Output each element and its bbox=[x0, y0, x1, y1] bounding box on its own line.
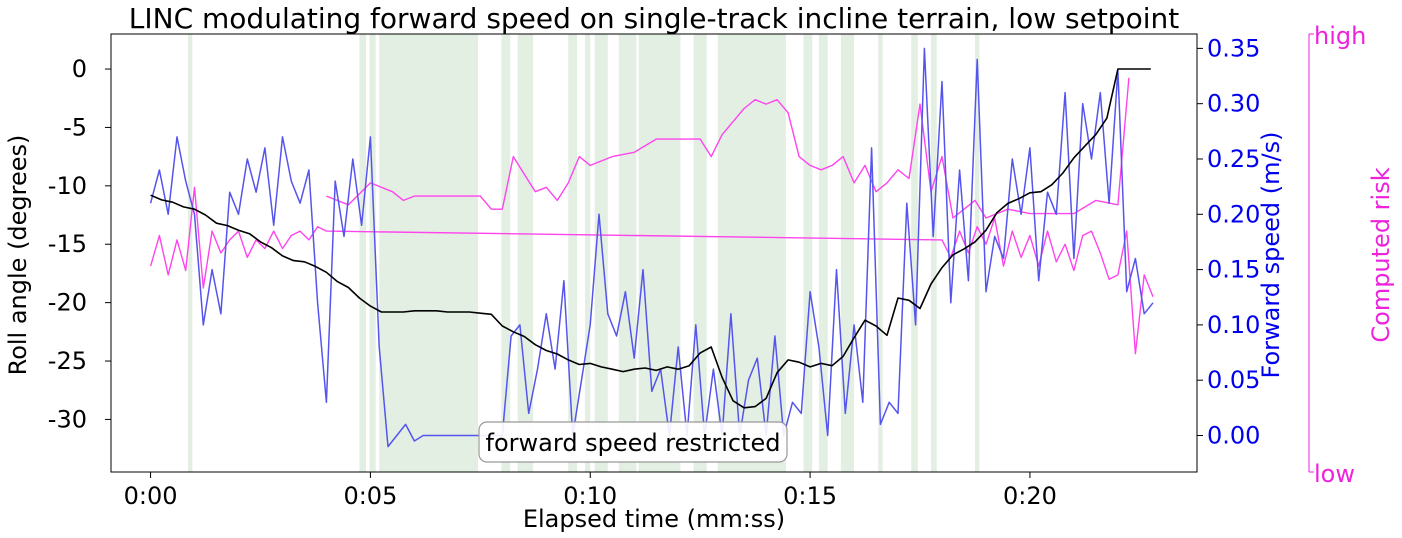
y-right-tick-label-0: 0.00 bbox=[1207, 422, 1260, 450]
risk-label-low: low bbox=[1314, 460, 1355, 488]
restricted-interval-8 bbox=[594, 34, 608, 472]
y-left-tick-label-5: -25 bbox=[48, 347, 87, 375]
y-right-tick-label-3: 0.15 bbox=[1207, 256, 1260, 284]
risk-axis-label: Computed risk bbox=[1367, 167, 1395, 342]
x-tick-label-1: 0:05 bbox=[343, 482, 397, 510]
restricted-interval-14 bbox=[818, 34, 828, 472]
series-lines bbox=[149, 47, 1154, 448]
x-axis-label: Elapsed time (mm:ss) bbox=[523, 505, 785, 533]
y-left-tick-label-6: -30 bbox=[48, 405, 87, 433]
y-axis-left: 0 -5 -10 -15 -20 -25 -30 bbox=[48, 55, 111, 433]
restricted-interval-7 bbox=[584, 34, 591, 472]
restricted-interval-5 bbox=[517, 34, 534, 472]
series-line-1 bbox=[149, 47, 1154, 448]
restricted-intervals bbox=[187, 34, 980, 472]
restricted-interval-9 bbox=[618, 34, 637, 472]
chart-title: LINC modulating forward speed on single-… bbox=[129, 2, 1179, 35]
y-right-tick-label-1: 0.05 bbox=[1207, 366, 1260, 394]
restricted-interval-19 bbox=[974, 34, 980, 472]
series-line-0 bbox=[150, 68, 1151, 409]
restricted-interval-1 bbox=[359, 34, 367, 472]
y-right-tick-label-6: 0.30 bbox=[1207, 90, 1260, 118]
restricted-interval-18 bbox=[930, 34, 937, 472]
annotation-box: forward speed restricted bbox=[478, 421, 788, 463]
restricted-interval-16 bbox=[878, 34, 883, 472]
restricted-interval-13 bbox=[803, 34, 813, 472]
restricted-interval-4 bbox=[501, 34, 511, 472]
x-tick-label-4: 0:20 bbox=[1003, 482, 1057, 510]
restricted-interval-11 bbox=[693, 34, 707, 472]
y-left-tick-label-1: -5 bbox=[63, 113, 87, 141]
restricted-interval-6 bbox=[568, 34, 578, 472]
y-right-tick-label-5: 0.25 bbox=[1207, 145, 1260, 173]
x-axis: 0:00 0:05 0:10 0:15 0:20 bbox=[124, 472, 1057, 510]
y-left-tick-label-0: 0 bbox=[72, 55, 87, 83]
y-left-tick-label-2: -10 bbox=[48, 172, 87, 200]
annotation-background bbox=[478, 421, 788, 463]
restricted-interval-2 bbox=[369, 34, 376, 472]
x-tick-label-2: 0:10 bbox=[563, 482, 617, 510]
restricted-interval-15 bbox=[840, 34, 855, 472]
annotation-text: forward speed restricted bbox=[486, 429, 781, 457]
restricted-interval-0 bbox=[187, 34, 193, 472]
risk-axis: high low bbox=[1308, 22, 1366, 488]
y-left-tick-label-3: -15 bbox=[48, 230, 87, 258]
y-axis-right-label: Forward speed (m/s) bbox=[1257, 132, 1285, 379]
restricted-interval-12 bbox=[717, 34, 786, 472]
restricted-interval-3 bbox=[379, 34, 479, 472]
y-axis-right: 0.00 0.05 0.10 0.15 0.20 0.25 0.30 0.35 bbox=[1197, 34, 1260, 450]
plot-area-frame bbox=[110, 33, 1198, 473]
risk-label-high: high bbox=[1314, 22, 1366, 50]
y-right-tick-label-4: 0.20 bbox=[1207, 200, 1260, 228]
x-tick-label-3: 0:15 bbox=[783, 482, 837, 510]
x-tick-label-0: 0:00 bbox=[124, 482, 178, 510]
y-left-tick-label-4: -20 bbox=[48, 289, 87, 317]
y-right-tick-label-7: 0.35 bbox=[1207, 34, 1260, 62]
y-axis-left-label: Roll angle (degrees) bbox=[4, 135, 32, 376]
series-line-2 bbox=[326, 77, 1130, 219]
restricted-interval-17 bbox=[911, 34, 918, 472]
y-right-tick-label-2: 0.10 bbox=[1207, 311, 1260, 339]
restricted-interval-10 bbox=[638, 34, 681, 472]
